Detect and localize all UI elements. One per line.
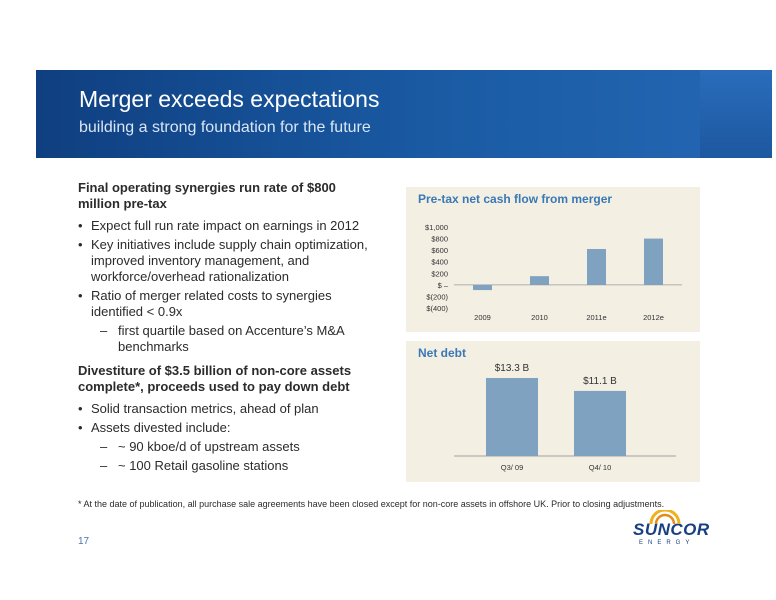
cash-flow-chart-panel: Pre-tax net cash flow from merger $1,000… [406, 187, 700, 332]
bar [574, 390, 626, 456]
chart-title: Net debt [418, 346, 466, 360]
y-tick-label: $(200) [426, 292, 448, 301]
bullet-item: Assets divested include: [78, 420, 378, 436]
suncor-logo: SUNCOR ENERGY [633, 510, 710, 546]
bullet-item: Ratio of merger related costs to synergi… [78, 288, 378, 320]
sub-bullet-item: ~ 90 kboe/d of upstream assets [78, 439, 378, 455]
section-heading-divestiture: Divestiture of $3.5 billion of non-core … [78, 363, 352, 394]
y-tick-label: $(400) [426, 304, 448, 313]
bar [486, 378, 538, 456]
bar [587, 248, 606, 285]
y-tick-label: $ – [438, 281, 449, 290]
bullet-item: Expect full run rate impact on earnings … [78, 218, 378, 234]
title-banner [36, 70, 772, 158]
data-label: $11.1 B [583, 376, 617, 387]
bar [530, 276, 549, 285]
logo-wordmark: SUNCOR [633, 520, 710, 539]
net-debt-chart: $13.3 B Q3/ 09 $11.1 B Q4/ 10 [454, 363, 676, 472]
x-tick-label: 2011e [586, 313, 606, 322]
footnote: * At the date of publication, all purcha… [78, 499, 665, 509]
x-tick-label: Q4/ 10 [589, 463, 612, 472]
net-debt-chart-panel: Net debt $13.3 B Q3/ 09 $11.1 B Q4/ 10 [406, 341, 700, 482]
y-tick-label: $600 [431, 246, 448, 255]
sub-bullet-item: ~ 100 Retail gasoline stations [78, 458, 378, 474]
bar [644, 238, 663, 285]
page-number: 17 [78, 536, 90, 547]
logo-tagline: ENERGY [639, 540, 695, 546]
y-tick-label: $200 [431, 269, 448, 278]
banner-accent [700, 70, 772, 158]
content-column: Final operating synergies run rate of $8… [78, 180, 378, 477]
chart-title: Pre-tax net cash flow from merger [418, 192, 613, 206]
page-subtitle: building a strong foundation for the fut… [79, 119, 371, 136]
y-tick-label: $1,000 [425, 223, 448, 232]
bullet-item: Solid transaction metrics, ahead of plan [78, 401, 378, 417]
x-tick-label: 2012e [643, 313, 664, 322]
page-title: Merger exceeds expectations [79, 86, 380, 112]
bar [473, 284, 492, 291]
x-tick-label: 2009 [474, 313, 491, 322]
sun-logo-icon [649, 510, 681, 524]
y-tick-label: $400 [431, 258, 448, 267]
x-tick-label: 2010 [531, 313, 548, 322]
y-tick-label: $800 [431, 235, 448, 244]
sub-bullet-item: first quartile based on Accenture’s M&A … [78, 323, 378, 355]
data-label: $13.3 B [495, 363, 530, 374]
cash-flow-chart: $1,000 $800 $600 $400 $200 $ – $(200) $(400) 200… [425, 223, 682, 322]
bullet-item: Key initiatives include supply chain opt… [78, 237, 378, 285]
section-heading-synergies: Final operating synergies run rate of $8… [78, 180, 336, 211]
x-tick-label: Q3/ 09 [501, 463, 524, 472]
